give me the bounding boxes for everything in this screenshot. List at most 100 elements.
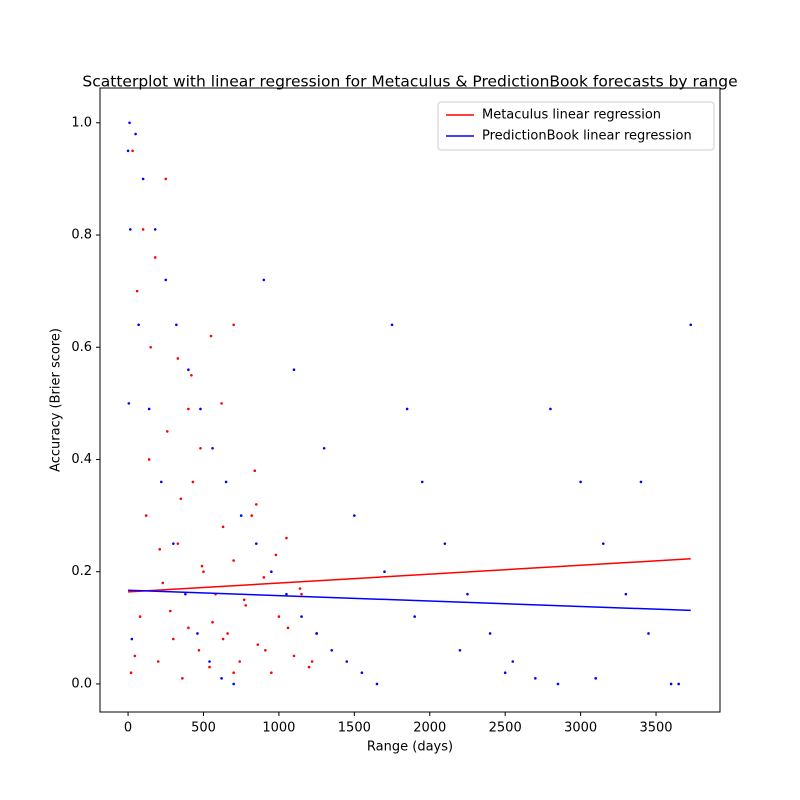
point bbox=[579, 480, 582, 484]
point bbox=[488, 632, 492, 635]
point bbox=[221, 637, 225, 641]
point bbox=[202, 570, 205, 574]
point bbox=[677, 682, 680, 686]
point bbox=[200, 564, 204, 568]
point bbox=[130, 637, 134, 641]
point bbox=[322, 446, 326, 450]
y-tick-label: 0.2 bbox=[71, 564, 92, 579]
point bbox=[147, 458, 151, 461]
point bbox=[211, 446, 214, 450]
point bbox=[270, 671, 273, 675]
point bbox=[211, 620, 214, 624]
point bbox=[153, 228, 157, 231]
point bbox=[232, 682, 235, 686]
point bbox=[141, 177, 145, 181]
point bbox=[131, 149, 134, 153]
x-tick-label: 1000 bbox=[262, 721, 295, 736]
point bbox=[285, 592, 288, 596]
point bbox=[209, 334, 213, 338]
point bbox=[208, 660, 211, 663]
regression-line bbox=[128, 558, 691, 593]
x-tick-label: 3000 bbox=[564, 721, 597, 736]
point bbox=[244, 604, 248, 607]
point bbox=[232, 559, 235, 562]
point bbox=[594, 677, 597, 680]
point bbox=[159, 480, 163, 484]
point bbox=[360, 671, 364, 675]
point bbox=[390, 323, 394, 327]
point bbox=[129, 228, 132, 231]
point bbox=[300, 615, 303, 618]
point bbox=[221, 525, 225, 529]
point bbox=[556, 682, 560, 686]
point bbox=[187, 407, 190, 411]
point bbox=[164, 177, 168, 181]
regression-line bbox=[128, 589, 691, 612]
legend-label: PredictionBook linear regression bbox=[482, 129, 692, 144]
point bbox=[315, 632, 318, 635]
point bbox=[134, 132, 137, 136]
y-tick-label: 1.0 bbox=[71, 115, 92, 130]
point bbox=[647, 632, 650, 635]
point bbox=[168, 609, 172, 613]
point bbox=[158, 547, 162, 551]
point bbox=[310, 660, 314, 663]
point bbox=[624, 592, 628, 596]
point bbox=[292, 368, 296, 371]
chart-title: Scatterplot with linear regression for M… bbox=[82, 73, 737, 91]
point bbox=[503, 671, 507, 675]
point bbox=[232, 323, 235, 327]
point bbox=[190, 374, 193, 377]
point bbox=[286, 626, 290, 630]
point bbox=[254, 542, 258, 545]
point bbox=[128, 121, 131, 125]
point bbox=[292, 654, 296, 658]
point bbox=[307, 665, 311, 669]
point bbox=[149, 345, 152, 349]
point bbox=[383, 570, 386, 574]
point bbox=[277, 615, 281, 618]
point bbox=[254, 503, 258, 506]
x-tick-label: 2500 bbox=[489, 721, 522, 736]
point bbox=[129, 671, 133, 675]
point bbox=[242, 598, 246, 602]
point bbox=[164, 278, 168, 282]
point bbox=[161, 581, 165, 585]
legend-box bbox=[437, 101, 715, 151]
point bbox=[232, 671, 235, 675]
point bbox=[285, 536, 288, 540]
point bbox=[127, 402, 131, 405]
point bbox=[172, 542, 175, 545]
point bbox=[534, 677, 537, 680]
point bbox=[270, 570, 273, 574]
point bbox=[187, 626, 190, 630]
point bbox=[220, 402, 223, 405]
point bbox=[175, 323, 178, 327]
point bbox=[345, 660, 349, 663]
point bbox=[239, 514, 243, 517]
point bbox=[141, 228, 145, 231]
legend: Metaculus linear regression PredictionBoo… bbox=[437, 101, 715, 151]
point bbox=[137, 323, 140, 327]
point bbox=[458, 648, 462, 652]
point bbox=[144, 514, 148, 517]
point bbox=[199, 446, 202, 450]
point bbox=[250, 514, 254, 517]
point bbox=[298, 587, 302, 590]
point bbox=[689, 323, 693, 327]
point bbox=[549, 407, 552, 411]
point bbox=[184, 592, 187, 596]
x-tick-label: 0 bbox=[124, 721, 132, 736]
point bbox=[253, 469, 257, 473]
y-axis-label: Accuracy (Brier score) bbox=[49, 328, 64, 472]
x-tick-label: 2000 bbox=[413, 721, 446, 736]
point bbox=[197, 648, 201, 652]
legend-label: Metaculus linear regression bbox=[482, 108, 661, 123]
point bbox=[405, 407, 409, 411]
point bbox=[330, 648, 334, 652]
point bbox=[181, 677, 184, 680]
point bbox=[153, 256, 157, 259]
point bbox=[511, 660, 515, 663]
point bbox=[138, 615, 142, 618]
y-tick-label: 0.4 bbox=[71, 452, 92, 467]
